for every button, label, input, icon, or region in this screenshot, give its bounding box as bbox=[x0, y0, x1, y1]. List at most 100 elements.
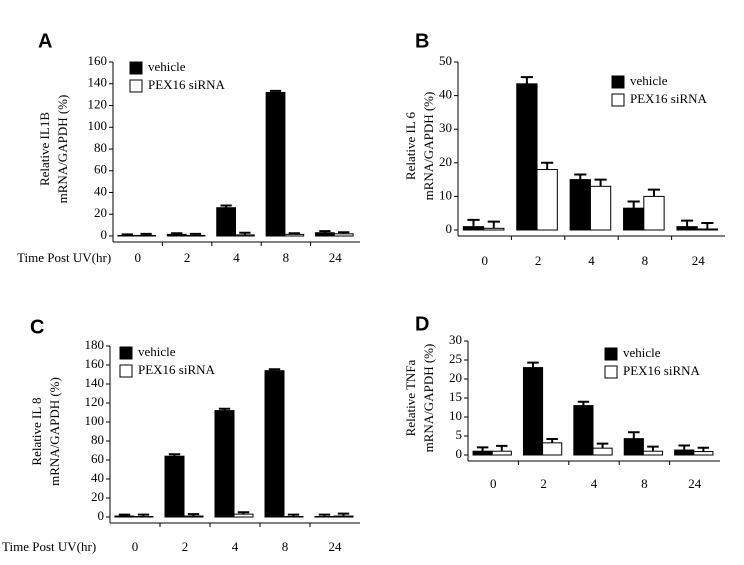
x-tick-label: 4 bbox=[233, 250, 240, 265]
error-bar bbox=[318, 513, 331, 517]
y-tick-label: 100 bbox=[88, 118, 108, 133]
x-tick-label: 0 bbox=[490, 476, 497, 491]
x-tick-label: 0 bbox=[481, 253, 488, 268]
bar bbox=[164, 455, 185, 518]
error-bar bbox=[288, 232, 300, 235]
error-bar bbox=[628, 431, 640, 439]
bar bbox=[536, 169, 558, 231]
y-tick-label: 0 bbox=[446, 221, 453, 236]
y-axis-label: Relative IL1B bbox=[37, 112, 52, 186]
bar bbox=[522, 367, 544, 456]
error-bar bbox=[627, 200, 640, 209]
y-tick-label: 0 bbox=[101, 227, 108, 242]
y-axis-label: Relative IL 6 bbox=[403, 111, 418, 180]
y-axis-label: mRNA/GAPDH (%) bbox=[421, 344, 436, 453]
y-tick-label: 140 bbox=[85, 375, 105, 390]
y-tick-label: 10 bbox=[449, 408, 462, 423]
y-tick-label: 25 bbox=[449, 351, 462, 366]
error-bar bbox=[239, 231, 251, 235]
legend-swatch bbox=[611, 75, 625, 89]
y-tick-label: 20 bbox=[439, 154, 452, 169]
y-tick-label: 100 bbox=[85, 413, 105, 428]
bar bbox=[333, 233, 354, 237]
y-tick-label: 20 bbox=[91, 489, 104, 504]
bar bbox=[284, 233, 305, 237]
legend-label: vehicle bbox=[138, 344, 176, 359]
legend-label: vehicle bbox=[148, 59, 186, 74]
error-bar bbox=[319, 230, 331, 233]
panel-letter: C bbox=[30, 316, 44, 338]
bar bbox=[233, 513, 254, 518]
legend-swatch bbox=[129, 61, 143, 75]
x-axis-label: Time Post UV(hr) bbox=[2, 539, 96, 554]
error-bar bbox=[678, 444, 690, 451]
legend-label: vehicle bbox=[623, 345, 661, 360]
error-bar bbox=[189, 232, 202, 236]
y-axis-label: Relative IL 8 bbox=[29, 397, 44, 465]
x-tick-label: 4 bbox=[232, 539, 239, 554]
bar bbox=[265, 91, 286, 237]
y-tick-label: 160 bbox=[88, 53, 108, 68]
bar bbox=[491, 450, 512, 456]
bar bbox=[183, 515, 204, 518]
y-tick-label: 50 bbox=[439, 53, 452, 68]
y-axis-label: mRNA/GAPDH (%) bbox=[421, 92, 436, 201]
error-bar bbox=[476, 446, 489, 452]
legend-swatch bbox=[129, 79, 143, 93]
x-tick-label: 8 bbox=[641, 476, 648, 491]
bar bbox=[623, 207, 645, 231]
error-bar bbox=[187, 513, 200, 517]
bar bbox=[117, 234, 138, 237]
error-bar bbox=[220, 204, 232, 208]
error-bar bbox=[118, 513, 131, 517]
y-tick-label: 40 bbox=[91, 470, 104, 485]
x-tick-label: 0 bbox=[132, 539, 139, 554]
bar bbox=[676, 226, 698, 231]
x-tick-label: 8 bbox=[282, 539, 289, 554]
y-axis-label: Relative TNFa bbox=[403, 359, 418, 436]
y-tick-label: 120 bbox=[88, 96, 108, 111]
y-tick-label: 40 bbox=[94, 183, 107, 198]
bar bbox=[643, 195, 665, 231]
x-axis-label: Time Post UV(hr) bbox=[17, 250, 111, 265]
bar bbox=[185, 234, 206, 237]
error-bar bbox=[546, 438, 558, 443]
y-tick-label: 40 bbox=[439, 87, 452, 102]
bar bbox=[573, 405, 594, 456]
x-tick-label: 2 bbox=[535, 253, 542, 268]
error-bar bbox=[647, 445, 659, 452]
error-bar bbox=[697, 446, 710, 452]
y-tick-label: 0 bbox=[98, 508, 105, 523]
legend-swatch bbox=[604, 347, 618, 361]
error-bar bbox=[577, 400, 590, 406]
bar bbox=[216, 207, 237, 237]
error-bar bbox=[287, 513, 300, 517]
y-tick-label: 80 bbox=[94, 140, 107, 155]
x-tick-label: 0 bbox=[134, 250, 141, 265]
legend-swatch bbox=[119, 364, 133, 378]
bar bbox=[696, 228, 719, 231]
y-tick-label: 30 bbox=[439, 120, 452, 135]
bar bbox=[315, 232, 335, 237]
bar bbox=[214, 410, 235, 518]
legend-swatch bbox=[604, 365, 618, 379]
error-bar bbox=[140, 232, 152, 236]
y-tick-label: 15 bbox=[449, 389, 462, 404]
error-bar bbox=[269, 89, 282, 93]
y-tick-label: 160 bbox=[85, 356, 105, 371]
bar bbox=[516, 83, 538, 231]
y-tick-label: 120 bbox=[85, 394, 105, 409]
y-tick-label: 60 bbox=[91, 451, 104, 466]
x-tick-label: 2 bbox=[184, 250, 191, 265]
bar bbox=[693, 451, 714, 456]
y-tick-label: 20 bbox=[94, 205, 107, 220]
y-tick-label: 20 bbox=[449, 370, 462, 385]
y-tick-label: 140 bbox=[88, 75, 108, 90]
legend-label: PEX16 siRNA bbox=[630, 91, 708, 106]
x-tick-label: 8 bbox=[642, 253, 649, 268]
error-bar bbox=[596, 442, 609, 449]
bar bbox=[235, 234, 255, 237]
bar bbox=[674, 449, 695, 456]
x-tick-label: 2 bbox=[182, 539, 189, 554]
legend-label: PEX16 siRNA bbox=[148, 77, 226, 92]
